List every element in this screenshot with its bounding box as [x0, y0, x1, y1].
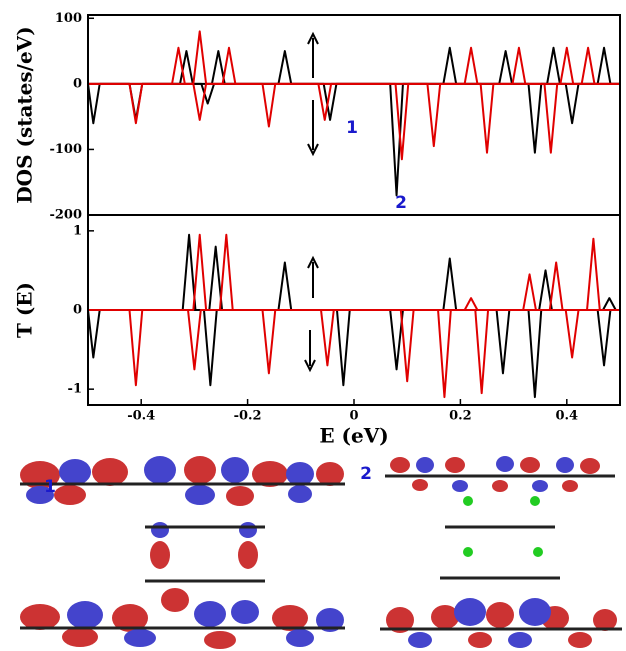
y-tick-label: -1 — [68, 382, 82, 397]
y-tick-label: 0 — [73, 76, 82, 91]
annotation: 1 — [346, 118, 358, 138]
x-axis-label: E (eV) — [319, 424, 388, 448]
y-tick-label: -200 — [49, 208, 82, 223]
data-line — [88, 48, 620, 84]
y-tick-label: 100 — [55, 11, 82, 26]
plot-frame — [88, 15, 620, 215]
data-line — [88, 84, 620, 195]
data-line — [88, 31, 620, 83]
x-tick-label: 0.2 — [449, 409, 472, 424]
y-axis-label: T (E) — [13, 282, 37, 338]
y-tick-label: 1 — [73, 223, 82, 238]
x-tick-label: -0.2 — [234, 409, 262, 424]
molecule-left — [20, 456, 345, 649]
figure: 1 2 100 0 -100 -200 DOS (states/eV) 1 2 1 0 -1 -0.… — [0, 0, 626, 651]
molecule-right — [380, 456, 622, 648]
y-axis-label: DOS (states/eV) — [13, 26, 37, 203]
y-tick-label: -100 — [49, 142, 82, 157]
data-line — [88, 235, 620, 310]
y-tick-label: 0 — [73, 303, 82, 318]
panel-label: 2 — [360, 464, 372, 484]
data-line — [88, 310, 620, 397]
x-tick-label: -0.4 — [127, 409, 155, 424]
x-tick-label: 0 — [349, 409, 358, 424]
panel-label: 1 — [44, 477, 56, 497]
annotation: 2 — [395, 193, 407, 213]
x-tick-label: 0.4 — [555, 409, 578, 424]
